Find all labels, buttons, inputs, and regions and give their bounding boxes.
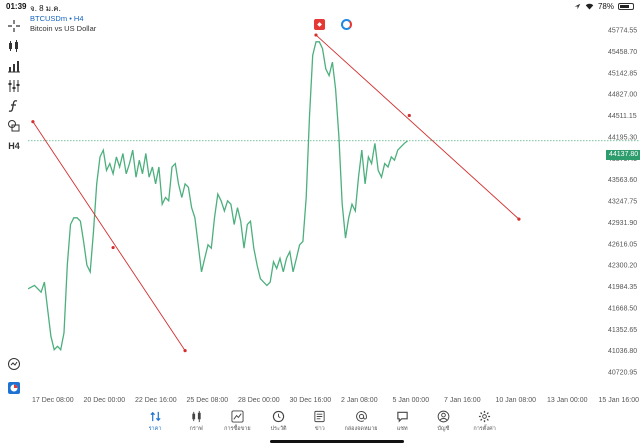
y-tick-label: 44511.15 — [608, 113, 637, 120]
price-series-line — [28, 41, 409, 352]
y-tick-label: 45458.70 — [608, 49, 637, 56]
x-tick-label: 22 Dec 16:00 — [135, 397, 177, 404]
y-tick-label: 43247.75 — [608, 199, 637, 206]
bar-chart-icon[interactable] — [6, 58, 22, 74]
nav-item-chat[interactable]: แชท — [382, 409, 422, 433]
x-tick-label: 5 Jan 00:00 — [393, 397, 430, 404]
nav-label: ราคา — [148, 426, 162, 432]
nav-label: ประวัติ — [270, 426, 287, 432]
nav-label: การซื้อขาย — [224, 426, 251, 432]
trendline-anchor — [183, 349, 187, 353]
function-icon[interactable] — [6, 98, 22, 114]
x-tick-label: 17 Dec 08:00 — [32, 397, 74, 404]
nav-item-chart[interactable]: กราฟ — [176, 409, 216, 433]
candles-icon[interactable] — [6, 38, 22, 54]
location-icon — [574, 3, 581, 10]
candles-icon — [189, 409, 203, 423]
symbol-timeframe: H4 — [73, 14, 84, 23]
trendline-anchor — [111, 245, 115, 250]
x-tick-label: 7 Jan 16:00 — [444, 397, 481, 404]
y-tick-label: 45142.85 — [608, 70, 637, 77]
nav-item-trade[interactable]: การซื้อขาย — [217, 409, 257, 433]
nav-label: กล่องจดหมาย — [344, 426, 378, 432]
chart-canvas[interactable]: 45774.55 45458.70 45142.85 44827.00 44511.15… — [28, 14, 640, 409]
left-toolbar: H4 — [0, 12, 28, 407]
at-icon — [354, 409, 368, 423]
nav-item-accounts[interactable]: บัญชี — [423, 409, 463, 433]
nav-label: ข่าว — [314, 426, 325, 432]
app-logo-icon[interactable] — [6, 380, 22, 396]
y-tick-label: 42931.90 — [608, 220, 637, 227]
y-tick-label: 42616.05 — [608, 241, 637, 248]
chart-top-badges: ◆ — [314, 19, 352, 30]
nav-item-mailbox[interactable]: กล่องจดหมาย — [341, 409, 381, 433]
symbol-description: Bitcoin vs US Dollar — [30, 24, 97, 33]
signal-badge-icon[interactable] — [341, 19, 352, 30]
y-tick-label: 41036.80 — [608, 348, 637, 355]
trendline-anchor — [407, 113, 411, 118]
trade-chart-icon — [230, 409, 244, 423]
crosshair-icon[interactable] — [6, 18, 22, 34]
timeframe-button[interactable]: H4 — [8, 141, 20, 151]
x-tick-label: 28 Dec 00:00 — [238, 397, 280, 404]
y-tick-label: 41984.35 — [608, 284, 637, 291]
nav-label: แชท — [396, 426, 408, 432]
y-tick-label: 40720.95 — [608, 370, 637, 377]
y-tick-label: 45774.55 — [608, 28, 637, 35]
status-indicators: 78% — [574, 2, 634, 11]
trendline — [32, 121, 186, 351]
account-icon — [436, 409, 450, 423]
home-indicator — [270, 440, 404, 443]
nav-item-quotes[interactable]: ราคา — [135, 409, 175, 433]
battery-icon — [618, 3, 634, 10]
y-tick-label: 44827.00 — [608, 92, 637, 99]
nav-item-history[interactable]: ประวัติ — [259, 409, 299, 433]
y-tick-label: 41668.50 — [608, 305, 637, 312]
battery-percent: 78% — [597, 2, 614, 11]
trade-badge-icon[interactable]: ◆ — [314, 19, 325, 30]
gear-icon — [478, 409, 492, 423]
x-tick-label: 13 Jan 00:00 — [547, 397, 588, 404]
symbol-header: BTCUSDm • H4 Bitcoin vs US Dollar — [30, 14, 97, 33]
nav-label: กราฟ — [189, 426, 203, 432]
status-time: 01:39 — [6, 2, 27, 11]
symbol-ticker[interactable]: BTCUSDm — [30, 14, 68, 23]
wifi-icon — [585, 3, 594, 10]
y-tick-label: 41352.65 — [608, 327, 637, 334]
x-tick-label: 15 Jan 16:00 — [599, 397, 640, 404]
trendline-anchor — [31, 120, 35, 124]
indicators-icon[interactable] — [6, 78, 22, 94]
x-tick-label: 10 Jan 08:00 — [496, 397, 537, 404]
shapes-icon[interactable] — [6, 118, 22, 134]
x-tick-label: 25 Dec 08:00 — [187, 397, 229, 404]
price-chart[interactable]: 45774.55 45458.70 45142.85 44827.00 44511.15… — [28, 14, 640, 409]
chat-icon — [395, 409, 409, 423]
trendline — [315, 34, 520, 220]
nav-item-news[interactable]: ข่าว — [300, 409, 340, 433]
trendline-anchor — [314, 33, 318, 37]
x-tick-label: 20 Dec 00:00 — [84, 397, 126, 404]
y-tick-label: 44195.30 — [608, 134, 637, 141]
search-chart-icon[interactable] — [6, 356, 22, 372]
history-icon — [272, 409, 286, 423]
y-tick-label: 43563.60 — [608, 177, 637, 184]
arrows-icon — [148, 409, 162, 423]
y-tick-label: 42300.20 — [608, 263, 637, 270]
x-tick-label: 30 Dec 16:00 — [290, 397, 332, 404]
status-bar: 01:39 จ. 8 ม.ค. 78% — [0, 0, 640, 14]
trendline-anchor — [517, 217, 521, 221]
x-tick-label: 2 Jan 08:00 — [341, 397, 378, 404]
current-price-tag: 44137.80 — [606, 150, 640, 160]
nav-item-settings[interactable]: การตั้งค่า — [465, 409, 505, 433]
nav-label: การตั้งค่า — [473, 426, 496, 432]
nav-label: บัญชี — [437, 426, 450, 432]
status-date: จ. 8 ม.ค. — [30, 4, 61, 13]
news-icon — [313, 409, 327, 423]
